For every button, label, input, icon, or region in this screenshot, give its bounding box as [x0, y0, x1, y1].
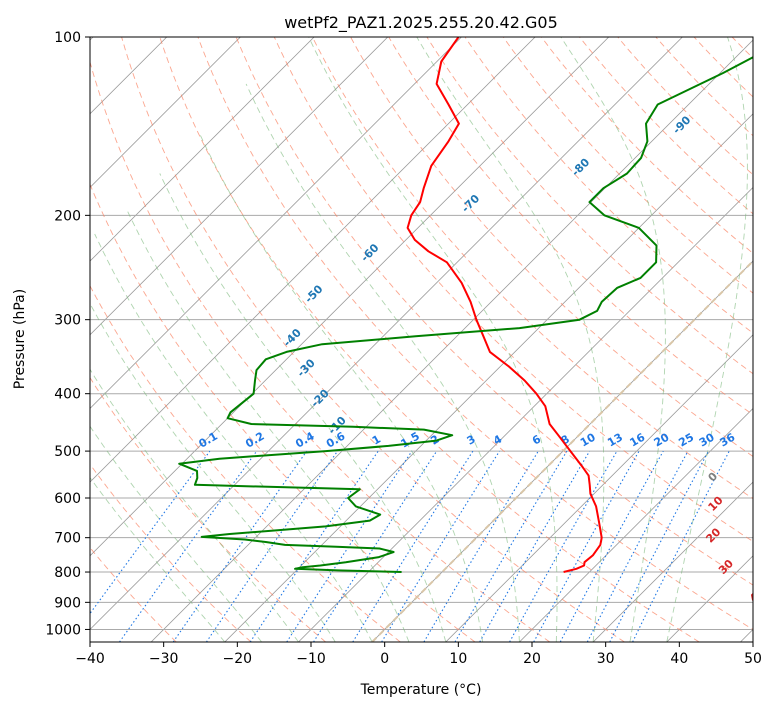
- mixing-ratio-line: [90, 450, 211, 615]
- mixing-ratio-lines: [90, 450, 730, 642]
- dry-adiabat-line: [235, 37, 753, 586]
- dry-adiabat-line: [90, 60, 551, 642]
- moist-adiabat-line: [90, 476, 226, 642]
- x-tick-label: 30: [597, 651, 615, 667]
- x-tick-label: −30: [149, 651, 179, 667]
- dry-adiabat-line: [159, 37, 700, 642]
- mixing-ratio-line: [205, 450, 338, 642]
- dry-adiabat-lines: [90, 37, 753, 642]
- moist-adiabat-line: [159, 173, 447, 642]
- moist-adiabat-line: [308, 37, 558, 642]
- moist-adiabat-line: [94, 233, 373, 642]
- y-tick-label: 200: [54, 208, 81, 224]
- y-tick-label: 500: [54, 444, 81, 460]
- mixing-ratio-line: [119, 450, 258, 642]
- isotherm-value-label: 40: [747, 585, 767, 605]
- mixing-ratio-line: [533, 450, 640, 642]
- y-tick-label: 600: [54, 491, 81, 507]
- y-tick-label: 400: [54, 387, 81, 403]
- x-tick-label: 10: [449, 651, 467, 667]
- moist-adiabat-line: [245, 83, 520, 642]
- isotherm-line: [519, 407, 753, 642]
- sounding-profile-line: [406, 37, 603, 573]
- profile-series: [178, 37, 753, 573]
- sounding-profile-line: [178, 56, 753, 573]
- y-axis-ticks: 100 200 300 400 500 600 700 800 900 1000: [45, 30, 90, 638]
- moist-adiabat-line: [90, 425, 262, 642]
- mixing-ratio-line: [313, 450, 438, 642]
- y-tick-label: 700: [54, 531, 81, 547]
- isobar-grid-lines: [90, 37, 753, 630]
- mixing-ratio-line: [509, 450, 618, 642]
- moist-adiabat-line: [416, 37, 605, 642]
- moist-adiabat-line: [90, 302, 336, 642]
- x-tick-label: 20: [523, 651, 541, 667]
- plot-frame: [89, 36, 754, 643]
- dry-adiabat-line: [502, 37, 753, 294]
- x-tick-label: −10: [296, 651, 326, 667]
- mixing-ratio-line: [381, 450, 500, 642]
- isotherm-line: [90, 37, 462, 410]
- y-tick-label: 300: [54, 313, 81, 329]
- y-tick-label: 800: [54, 565, 81, 581]
- zero-isotherm-line: [371, 259, 753, 642]
- mixing-ratio-line: [249, 450, 379, 642]
- isotherm-line: [90, 37, 610, 557]
- isotherm-line: [445, 334, 753, 642]
- isotherm-line: [224, 113, 753, 642]
- isotherm-line: [592, 481, 753, 642]
- x-tick-label: 0: [380, 651, 389, 667]
- moist-adiabat-line: [125, 208, 410, 642]
- x-tick-label: 50: [744, 651, 762, 667]
- mixing-ratio-line: [559, 450, 664, 642]
- mixing-ratio-line: [632, 450, 730, 642]
- y-tick-label: 1000: [45, 622, 81, 638]
- moist-adiabat-line: [560, 37, 666, 642]
- isotherm-line: [90, 37, 389, 336]
- y-axis-label: Pressure (hPa): [12, 289, 28, 389]
- x-tick-label: 40: [670, 651, 688, 667]
- isotherm-line: [90, 37, 241, 189]
- chart-title: wetPf2_PAZ1.2025.255.20.42.G05: [284, 13, 558, 33]
- dry-adiabat-line: [90, 463, 252, 642]
- x-axis-label: Temperature (°C): [360, 682, 482, 698]
- dry-adiabat-line: [273, 37, 753, 542]
- dry-adiabat-line: [90, 376, 326, 642]
- moist-adiabat-line: [198, 132, 484, 642]
- dry-adiabat-line: [121, 37, 625, 642]
- x-tick-label: −20: [223, 651, 253, 667]
- mixing-ratio-line: [172, 450, 308, 642]
- x-axis-ticks: −40 −30 −20 −10 0 10 20 30 40 50: [75, 642, 762, 667]
- isotherm-line: [90, 37, 315, 262]
- y-tick-label: 100: [54, 30, 81, 46]
- moist-adiabat-lines: [90, 37, 748, 642]
- dry-adiabat-line: [311, 37, 753, 500]
- x-tick-label: −40: [75, 651, 105, 667]
- dry-adiabat-line: [197, 37, 753, 630]
- zero-isotherm-line: [371, 259, 753, 642]
- y-tick-label: 900: [54, 595, 81, 611]
- isotherm-line: [90, 37, 536, 483]
- plot-area: -100-90-80-70-60-50-40-30-20-10010203040…: [90, 37, 767, 642]
- mixing-ratio-line: [352, 450, 474, 642]
- moist-adiabat-line: [666, 37, 748, 642]
